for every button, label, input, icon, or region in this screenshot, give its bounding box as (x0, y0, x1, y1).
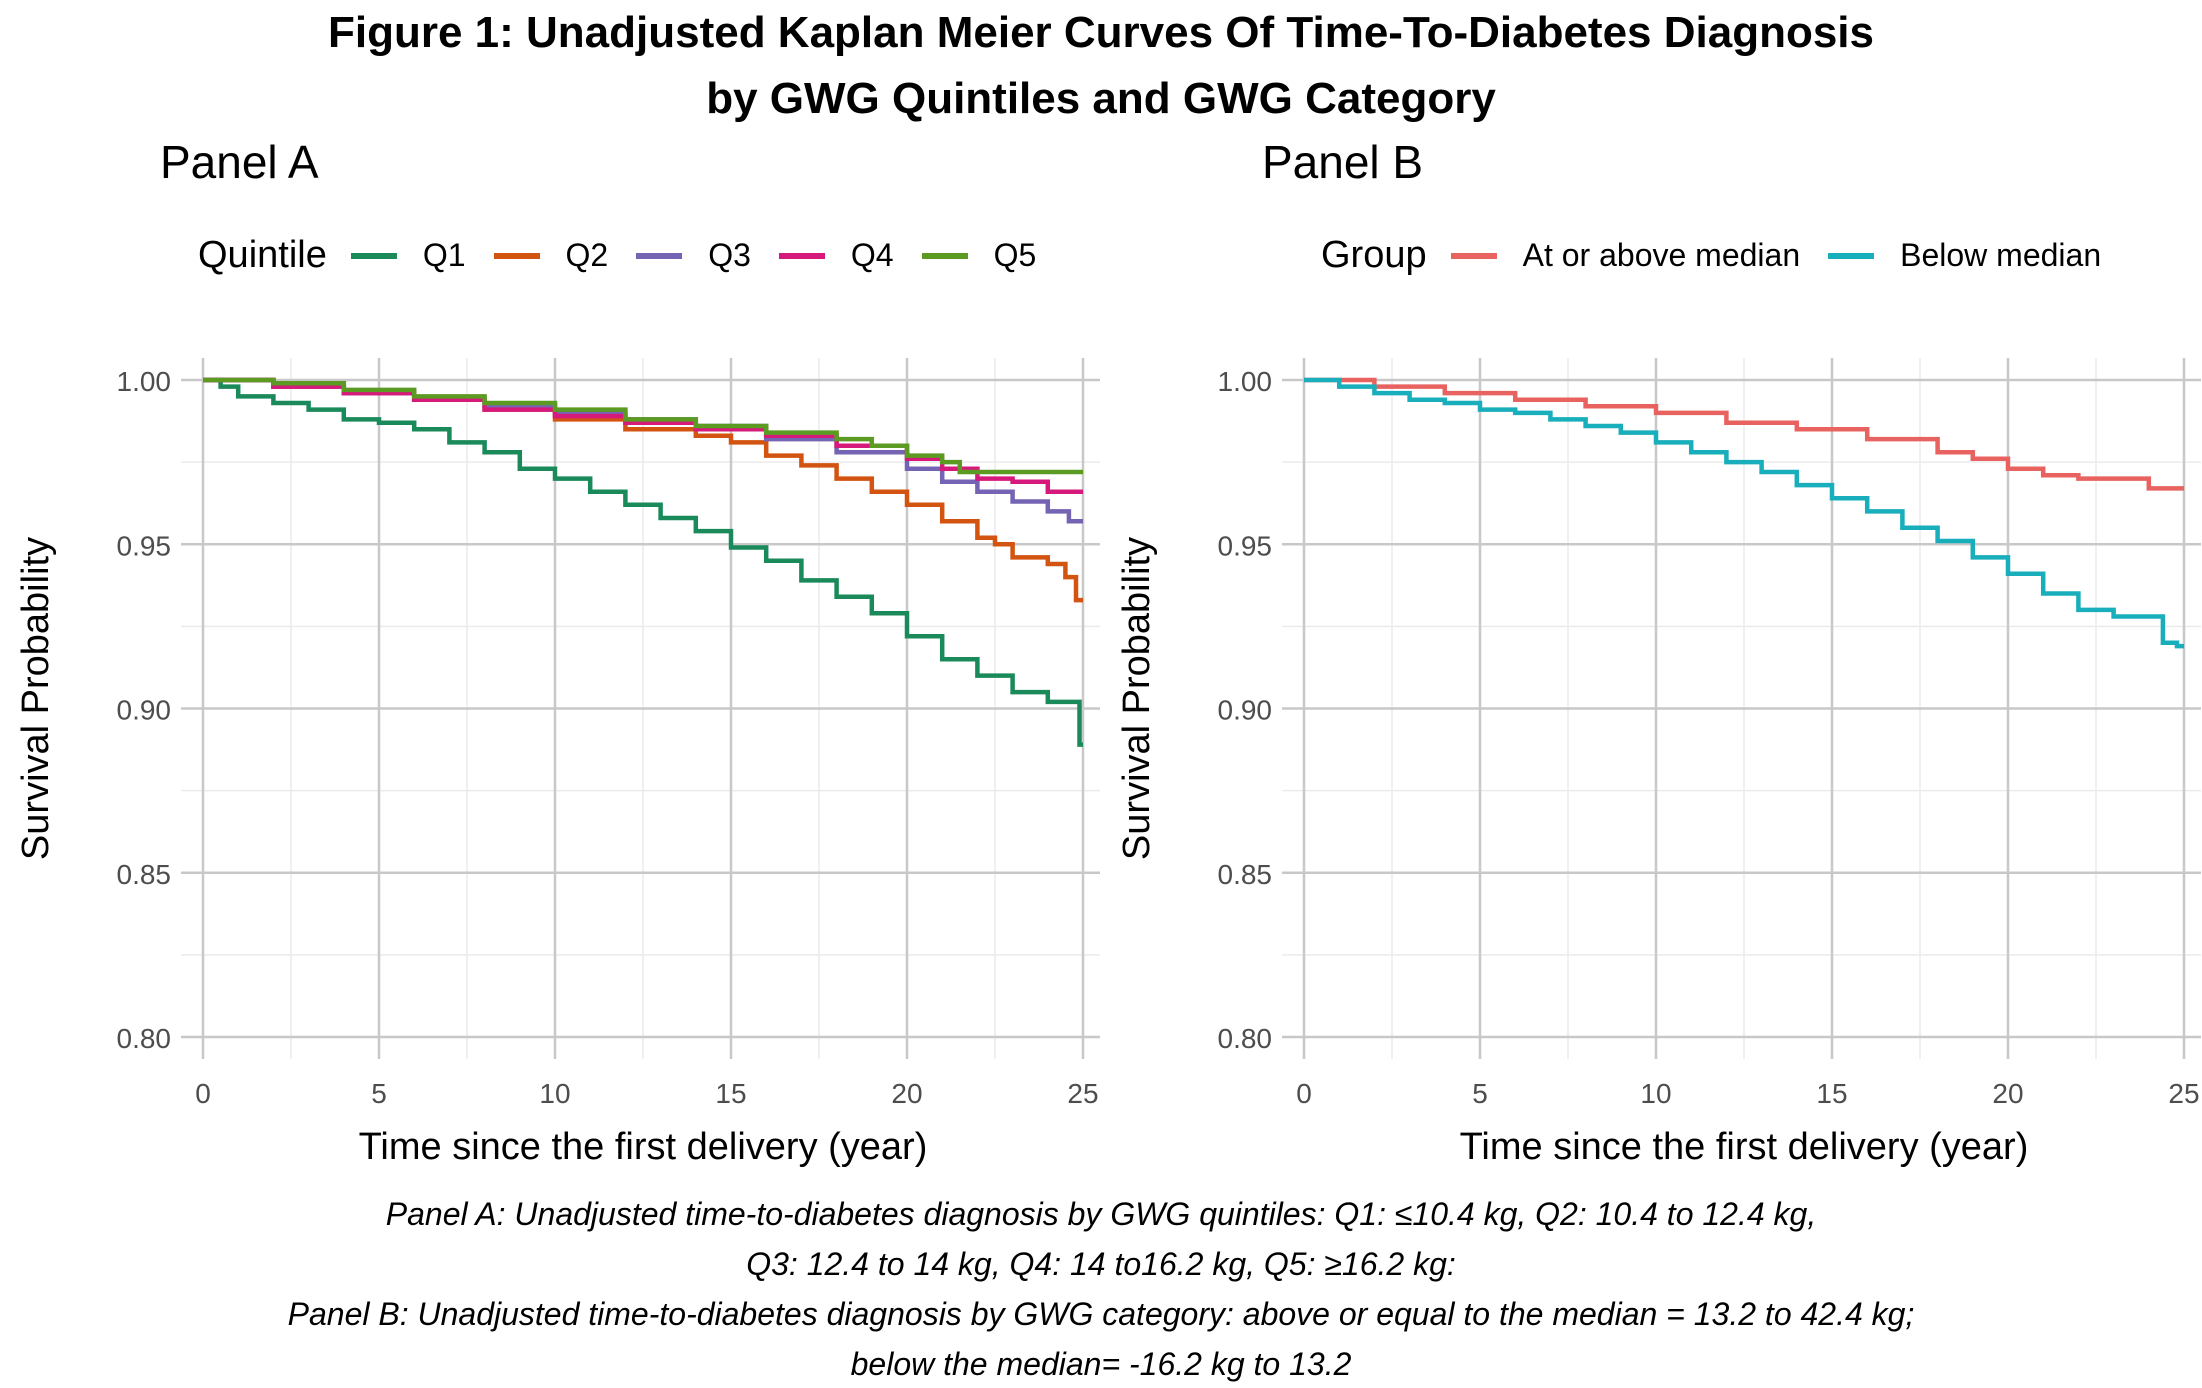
legend-key-q2 (493, 252, 540, 259)
legend-label-q1: Q1 (422, 237, 466, 273)
panel-a-chart: 0.80 0.85 0.90 0.95 1.00 0 5 10 15 20 25 Time since… (15, 358, 1100, 1168)
legend-item-q4: Q4 (778, 237, 894, 274)
panel-a-x-tick-label: 15 (715, 1078, 746, 1109)
panel-a-y-tick-label: 1.00 (117, 366, 172, 397)
panel-b-x-tick-label: 10 (1640, 1078, 1671, 1109)
legend-item-below-median: Below median (1828, 237, 2101, 274)
panel-b-x-tick-label: 15 (1816, 1078, 1847, 1109)
legend-key-q5 (921, 252, 968, 259)
legend-label-q5: Q5 (993, 237, 1037, 273)
legend-key-below-median (1828, 252, 1875, 259)
legend-item-q5: Q5 (921, 237, 1037, 274)
caption-line-2: Q3: 12.4 to 14 kg, Q4: 14 to16.2 kg, Q5:… (746, 1246, 1456, 1282)
panel-a-y-axis-label: Survival Probability (15, 537, 57, 860)
panel-a-legend-title: Quintile (198, 234, 327, 276)
panel-b-y-tick-label: 1.00 (1218, 366, 1273, 397)
legend-label-q4: Q4 (850, 237, 894, 273)
panel-b-x-tick-label: 25 (2168, 1078, 2199, 1109)
caption-line-1: Panel A: Unadjusted time-to-diabetes dia… (385, 1196, 1817, 1232)
legend-key-at-or-above-median (1450, 252, 1497, 259)
panel-a-series-q4 (203, 377, 1083, 494)
panel-b-title: Panel B (1262, 136, 1424, 188)
panel-b-y-axis-label: Survival Probability (1116, 537, 1158, 860)
caption-line-4: below the median= -16.2 kg to 13.2 (850, 1346, 1352, 1382)
panel-b-x-axis-label: Time since the first delivery (year) (1460, 1126, 2029, 1168)
panel-a-y-tick-label: 0.90 (117, 695, 172, 726)
legend-label-below-median: Below median (1900, 237, 2102, 273)
panel-b-y-tick-label: 0.85 (1218, 859, 1273, 890)
legend-label-q2: Q2 (565, 237, 609, 273)
panel-a-legend: Quintile Q1 Q2 Q3 Q4 Q5 (198, 234, 1064, 277)
panel-a-y-tick-label: 0.85 (117, 859, 172, 890)
panel-b-chart: 0.80 0.85 0.90 0.95 1.00 0 5 10 15 20 25 Time since… (1116, 358, 2201, 1168)
figure-title-line-2: by GWG Quintiles and GWG Category (706, 74, 1496, 123)
panel-b-y-tick-label: 0.80 (1218, 1023, 1273, 1054)
legend-item-q1: Q1 (350, 237, 466, 274)
panel-a-x-axis-label: Time since the first delivery (year) (359, 1126, 928, 1168)
panel-a-series-q1 (203, 377, 1083, 747)
panel-b-x-tick-label: 5 (1472, 1078, 1488, 1109)
legend-label-q3: Q3 (708, 237, 751, 273)
legend-item-q2: Q2 (493, 237, 609, 274)
panel-a-series-q5 (203, 377, 1083, 475)
legend-item-at-or-above-median: At or above median (1450, 237, 1801, 274)
panel-a-x-tick-label: 10 (539, 1078, 570, 1109)
panel-b-y-tick-label: 0.90 (1218, 695, 1273, 726)
panel-b-series-below-median (1304, 377, 2184, 649)
panel-a-title: Panel A (160, 136, 319, 188)
legend-label-at-or-above-median: At or above median (1522, 237, 1801, 273)
panel-a-y-tick-label: 0.95 (117, 530, 172, 561)
panel-b-legend-title: Group (1321, 234, 1427, 276)
panel-b-x-tick-label: 0 (1296, 1078, 1312, 1109)
panel-a-x-tick-label: 20 (891, 1078, 922, 1109)
legend-key-q4 (778, 252, 825, 259)
legend-item-q3: Q3 (636, 237, 751, 274)
panel-a-x-tick-label: 5 (371, 1078, 387, 1109)
panel-a-y-tick-label: 0.80 (117, 1023, 172, 1054)
panel-b-legend: Group At or above median Below median (1321, 234, 2129, 277)
panel-b-series-at-or-above-median (1304, 377, 2184, 491)
panel-b-x-tick-label: 20 (1992, 1078, 2023, 1109)
panel-a-x-tick-label: 25 (1067, 1078, 1098, 1109)
caption-line-3: Panel B: Unadjusted time-to-diabetes dia… (287, 1296, 1915, 1332)
panel-a-x-tick-label: 0 (195, 1078, 211, 1109)
figure-title-line-1: Figure 1: Unadjusted Kaplan Meier Curves… (327, 8, 1874, 57)
panel-b-y-tick-label: 0.95 (1218, 530, 1273, 561)
legend-key-q1 (350, 252, 397, 259)
legend-key-q3 (636, 252, 683, 259)
